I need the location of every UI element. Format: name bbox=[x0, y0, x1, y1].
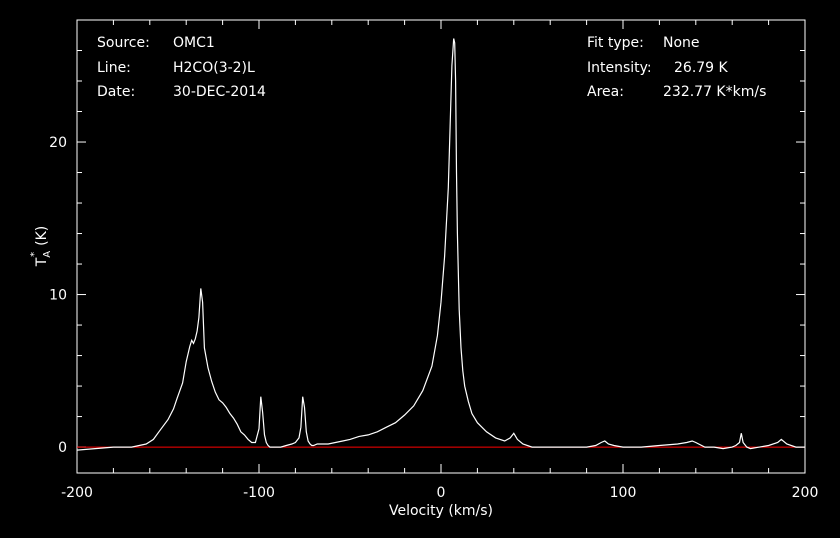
tick-marks bbox=[76, 19, 806, 473]
fit-type-label: Fit type: bbox=[587, 35, 644, 51]
line-label: Line: bbox=[97, 60, 131, 76]
date-value: 30-DEC-2014 bbox=[173, 84, 266, 100]
source-value: OMC1 bbox=[173, 35, 215, 51]
area-value: 232.77 K*km/s bbox=[663, 84, 767, 100]
y-axis-label: TA* (K) bbox=[29, 226, 53, 268]
svg-text:TA*(K): TA* (K) bbox=[29, 226, 53, 268]
y-axis-label-main: T bbox=[34, 257, 50, 267]
y-tick-label: 0 bbox=[58, 440, 67, 456]
x-axis-label: Velocity (km/s) bbox=[389, 503, 493, 519]
y-axis-label-sub: A bbox=[42, 251, 53, 258]
intensity-value: 26.79 K bbox=[674, 60, 728, 76]
intensity-label: Intensity: bbox=[587, 60, 652, 76]
y-axis-label-unit: (K) bbox=[34, 226, 50, 246]
source-label: Source: bbox=[97, 35, 150, 51]
spectrum-line bbox=[76, 38, 805, 451]
tick-labels: -200 -100 0 100 200 0 10 20 bbox=[49, 135, 818, 501]
x-tick-label: 100 bbox=[610, 485, 637, 501]
y-tick-label: 20 bbox=[49, 135, 67, 151]
x-tick-label: 0 bbox=[437, 485, 446, 501]
y-axis-label-sup: * bbox=[29, 252, 40, 257]
x-tick-label: -100 bbox=[243, 485, 275, 501]
area-label: Area: bbox=[587, 84, 624, 100]
y-tick-label: 10 bbox=[49, 288, 67, 304]
fit-type-value: None bbox=[663, 35, 700, 51]
x-tick-label: 200 bbox=[792, 485, 819, 501]
x-tick-label: -200 bbox=[61, 485, 93, 501]
line-value: H2CO(3-2)L bbox=[173, 60, 255, 76]
date-label: Date: bbox=[97, 84, 136, 100]
